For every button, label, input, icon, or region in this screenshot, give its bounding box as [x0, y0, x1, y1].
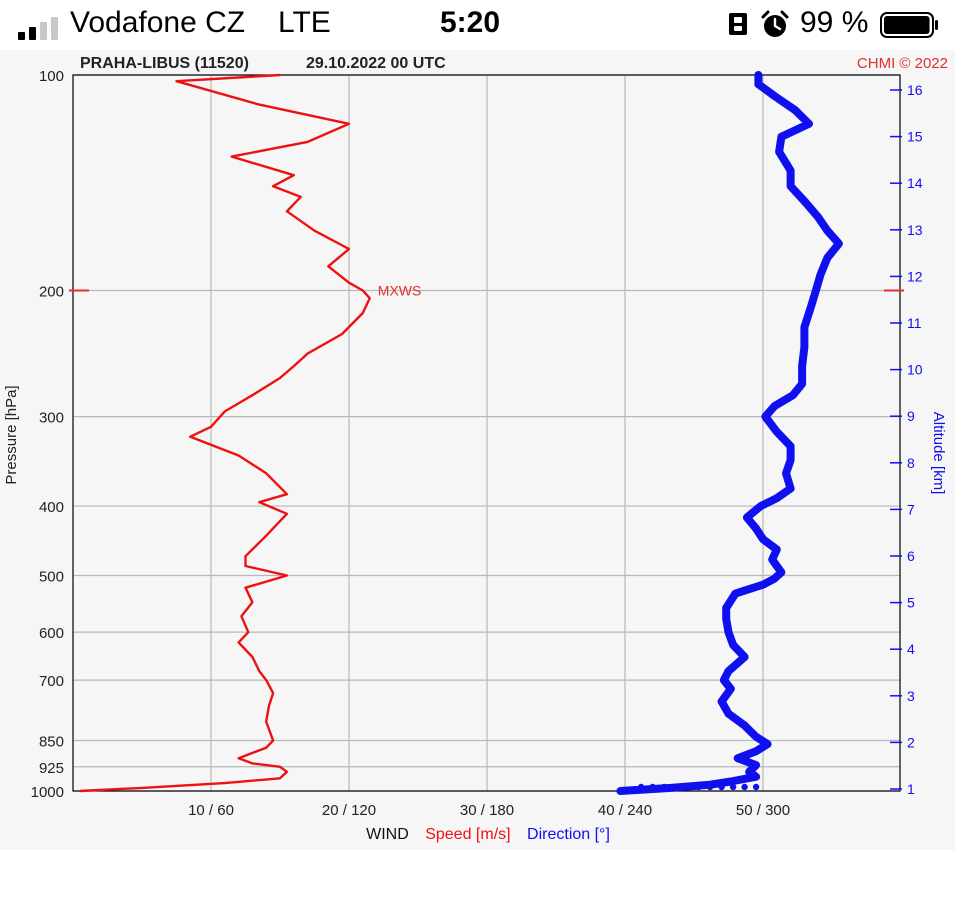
- y-tick-label: 200: [39, 284, 64, 301]
- y-tick-label: 300: [39, 410, 64, 427]
- x-tick-label: 30 / 180: [460, 802, 514, 819]
- direction-point: [649, 783, 656, 791]
- altitude-tick-label: 10: [907, 362, 923, 378]
- x-axis-label-direction: Direction [°]: [527, 826, 610, 843]
- altitude-tick-label: 7: [907, 501, 915, 517]
- signal-icon: [18, 16, 62, 40]
- y-tick-label: 100: [39, 68, 64, 85]
- y-tick-label: 850: [39, 733, 64, 750]
- direction-point: [672, 783, 679, 791]
- direction-point: [752, 783, 760, 791]
- y-tick-label: 500: [39, 568, 64, 585]
- signal-bar: [29, 27, 36, 40]
- alarm-icon: [761, 10, 789, 37]
- altitude-tick-label: 16: [907, 82, 923, 98]
- direction-point: [637, 783, 645, 791]
- y-axis-ticks: 100 200 300 400 500 600 700 850 925 1000: [31, 68, 64, 801]
- x-axis-label: WIND Speed [m/s] Direction [°]: [366, 826, 610, 843]
- status-bar: Vodafone CZ LTE 5:20 99 %: [0, 0, 955, 50]
- mxws-annotation: MXWS: [69, 283, 904, 299]
- altitude-tick-label: 8: [907, 455, 915, 471]
- altitude-tick-label: 1: [907, 781, 915, 797]
- altitude-tick-label: 5: [907, 595, 915, 611]
- x-axis-label-speed: Speed [m/s]: [425, 826, 510, 843]
- signal-bar: [51, 17, 58, 40]
- direction-point: [683, 783, 691, 791]
- wind-profile-chart: PRAHA-LIBUS (11520) 29.10.2022 00 UTC CH…: [3, 55, 948, 843]
- altitude-axis-label: Altitude [km]: [930, 412, 947, 495]
- altitude-tick-label: 2: [907, 734, 915, 750]
- direction-point: [741, 783, 748, 791]
- chart-title-station: PRAHA-LIBUS (11520): [80, 55, 249, 72]
- chart-title-datetime: 29.10.2022 00 UTC: [306, 55, 446, 72]
- altitude-tick-label: 11: [907, 315, 922, 331]
- y-tick-label: 1000: [31, 784, 64, 801]
- altitude-tick-label: 4: [907, 641, 915, 657]
- network-type: LTE: [278, 6, 331, 39]
- altitude-tick-label: 13: [907, 222, 923, 238]
- battery-percent: 99 %: [800, 6, 869, 39]
- x-tick-label: 50 / 300: [736, 802, 790, 819]
- carrier-name: Vodafone CZ: [70, 6, 246, 39]
- x-axis-ticks: 10 / 60 20 / 120 30 / 180 40 / 240 50 / 300: [188, 802, 790, 819]
- direction-point: [729, 783, 737, 791]
- signal-bar: [40, 22, 47, 40]
- y-tick-label: 925: [39, 760, 64, 777]
- chart-credit: CHMI © 2022: [857, 55, 948, 72]
- mxws-label: MXWS: [378, 283, 422, 299]
- series-layer: [79, 71, 843, 795]
- y-tick-label: 600: [39, 625, 64, 642]
- signal-bar: [18, 32, 25, 40]
- direction-series-line: [616, 71, 843, 795]
- plot-area: [72, 74, 901, 792]
- x-axis-label-wind: WIND: [366, 826, 409, 843]
- altitude-tick-label: 9: [907, 408, 915, 424]
- x-tick-label: 40 / 240: [598, 802, 652, 819]
- altitude-tick-label: 14: [907, 175, 923, 191]
- x-tick-label: 10 / 60: [188, 802, 234, 819]
- speed-series-line: [79, 73, 371, 793]
- altitude-tick-label: 12: [907, 268, 923, 284]
- y-axis-label: Pressure [hPa]: [3, 385, 20, 484]
- battery-icon: [880, 12, 938, 38]
- y-tick-label: 700: [39, 673, 64, 690]
- direction-point: [660, 783, 668, 791]
- x-tick-label: 20 / 120: [322, 802, 376, 819]
- lock-icon: [729, 13, 747, 35]
- y-tick-label: 400: [39, 499, 64, 516]
- clock: 5:20: [440, 6, 501, 39]
- altitude-tick-label: 3: [907, 688, 915, 704]
- chart-panel: PRAHA-LIBUS (11520) 29.10.2022 00 UTC CH…: [0, 50, 955, 850]
- direction-point: [695, 783, 702, 791]
- altitude-tick-label: 15: [907, 129, 923, 145]
- direction-point: [718, 783, 725, 791]
- direction-point: [706, 783, 714, 791]
- altitude-tick-label: 6: [907, 548, 915, 564]
